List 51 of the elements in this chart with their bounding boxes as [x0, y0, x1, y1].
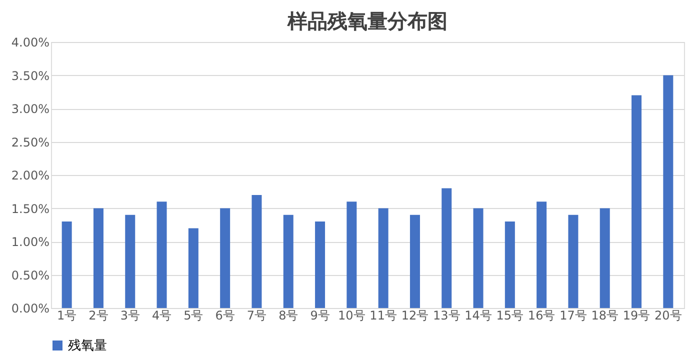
- bar: [62, 222, 72, 308]
- bar: [632, 95, 642, 308]
- x-tick-label: 2号: [88, 308, 108, 322]
- y-tick-label: 1.50%: [11, 202, 50, 216]
- bar: [220, 208, 230, 308]
- bar: [315, 222, 326, 308]
- x-tick-label: 10号: [338, 308, 366, 322]
- bar: [473, 208, 484, 308]
- x-tick-label: 19号: [622, 308, 650, 322]
- y-tick-label: 2.50%: [11, 135, 50, 150]
- x-tick-label: 15号: [496, 308, 524, 322]
- bar: [410, 214, 420, 308]
- x-tick-label: 6号: [215, 308, 235, 322]
- x-tick-label: 16号: [528, 308, 556, 322]
- bar: [442, 188, 452, 308]
- bar: [568, 214, 578, 308]
- x-tick-label: 7号: [246, 308, 267, 322]
- x-tick-label: 14号: [464, 308, 492, 322]
- bar: [188, 228, 198, 308]
- x-tick-label: 4号: [152, 308, 172, 322]
- y-tick-label: 3.50%: [11, 68, 50, 83]
- bar: [504, 222, 515, 308]
- bar: [252, 194, 262, 308]
- x-tick-label: 12号: [401, 308, 429, 322]
- y-tick-label: 0.50%: [11, 268, 50, 282]
- chart-title: 样品残氧量分布图: [286, 9, 448, 33]
- bar: [378, 208, 388, 308]
- x-tick-label: 11号: [370, 308, 397, 322]
- bar: [283, 214, 294, 308]
- y-tick-label: 1.00%: [11, 235, 50, 249]
- bar: [600, 208, 610, 308]
- x-tick-label: 20号: [654, 308, 682, 322]
- bar: [346, 202, 357, 308]
- y-tick-label: 2.00%: [11, 168, 50, 182]
- bar: [156, 202, 167, 308]
- legend-label: 残氧量: [68, 338, 107, 354]
- x-tick-label: 8号: [278, 308, 298, 322]
- bar: [93, 208, 104, 308]
- bar: [663, 75, 674, 308]
- y-tick-label: 0.00%: [11, 302, 50, 316]
- x-tick-label: 9号: [310, 308, 330, 322]
- y-tick-label: 3.00%: [11, 102, 50, 116]
- bar: [536, 202, 547, 308]
- y-tick-label: 4.00%: [11, 36, 50, 50]
- x-tick-label: 13号: [432, 308, 460, 322]
- x-tick-label: 1号: [57, 308, 77, 322]
- bar: [125, 214, 136, 308]
- x-tick-label: 3号: [120, 308, 140, 322]
- x-tick-label: 18号: [591, 308, 619, 322]
- x-tick-label: 5号: [184, 308, 204, 322]
- x-tick-label: 17号: [560, 308, 587, 322]
